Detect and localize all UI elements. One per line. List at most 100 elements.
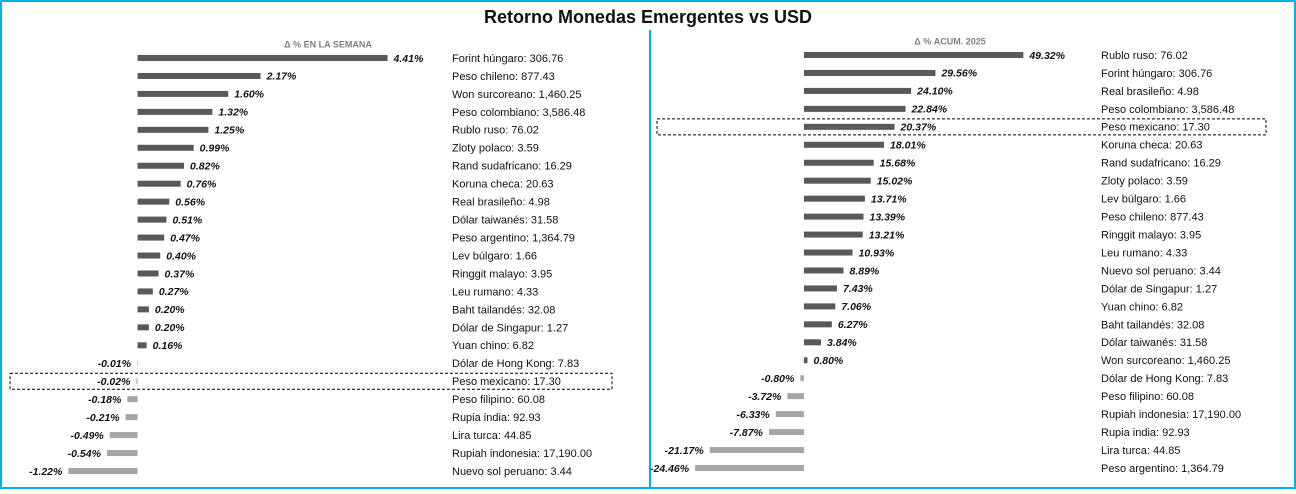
value-label: -0.21%: [86, 412, 120, 424]
category-label: Ringgit malayo: 3.95: [1101, 229, 1201, 241]
bar: [137, 216, 167, 223]
bar: [127, 396, 138, 403]
bar: [803, 249, 853, 256]
category-label: Peso filipino: 60.08: [1101, 391, 1194, 403]
bar: [137, 270, 159, 277]
value-label: 20.37%: [900, 122, 937, 134]
value-label: -0.54%: [68, 448, 102, 460]
category-label: Ringgit malayo: 3.95: [452, 268, 552, 280]
category-label: Yuan chino: 6.82: [1101, 301, 1183, 313]
category-label: Lev búlgaro: 1.66: [1101, 194, 1186, 206]
category-label: Dólar de Singapur: 1.27: [452, 322, 568, 334]
bar: [803, 52, 1024, 58]
value-label: -6.33%: [736, 409, 770, 421]
category-label: Peso argentino: 1,364.79: [452, 232, 575, 244]
category-label: Lira turca: 44.85: [1101, 445, 1181, 457]
bar: [106, 450, 138, 457]
category-label: Real brasileño: 4.98: [452, 197, 550, 209]
value-label: 6.27%: [838, 319, 868, 331]
bar: [803, 339, 822, 346]
category-label: Baht tailandés: 32.08: [452, 304, 555, 316]
value-label: 7.06%: [841, 301, 871, 313]
value-label: 1.25%: [214, 125, 244, 137]
bar: [137, 55, 388, 61]
bar: [137, 90, 229, 97]
bar: [775, 411, 804, 418]
category-label: Dólar de Singapur: 1.27: [1101, 283, 1217, 295]
value-label: -1.22%: [29, 466, 63, 478]
category-label: Peso argentino: 1,364.79: [1101, 463, 1224, 475]
bar: [137, 180, 181, 187]
bar: [109, 432, 138, 439]
category-label: Lira turca: 44.85: [452, 430, 532, 442]
category-label: Forint húngaro: 306.76: [452, 53, 563, 65]
category-label: Zloty polaco: 3.59: [452, 143, 539, 155]
category-label: Peso colombiano: 3,586.48: [452, 107, 585, 119]
value-label: 24.10%: [916, 86, 953, 98]
bar: [803, 357, 808, 364]
highlight-box: [9, 372, 613, 390]
category-label: Nuevo sol peruano: 3.44: [452, 466, 572, 478]
bar: [136, 360, 138, 367]
category-label: Yuan chino: 6.82: [452, 340, 534, 352]
value-label: 2.17%: [266, 71, 297, 83]
category-label: Lev búlgaro: 1.66: [452, 250, 537, 262]
bar: [803, 141, 885, 148]
category-label: Peso mexicano: 17.30: [1101, 122, 1210, 134]
value-label: -21.17%: [665, 445, 705, 457]
value-label: -0.49%: [70, 430, 104, 442]
bar: [803, 69, 936, 76]
value-label: 15.68%: [880, 158, 916, 170]
value-label: 22.84%: [911, 104, 948, 116]
value-label: 0.47%: [170, 232, 200, 244]
bar: [803, 177, 871, 184]
value-label: 0.56%: [175, 196, 205, 208]
value-label: -3.72%: [748, 391, 782, 403]
value-label: 0.27%: [159, 286, 189, 298]
value-label: 10.93%: [859, 247, 895, 259]
value-label: 3.84%: [827, 337, 857, 349]
category-label: Dólar taiwanés: 31.58: [452, 215, 558, 227]
category-label: Leu rumano: 4.33: [452, 286, 538, 298]
bar: [803, 195, 865, 202]
bar: [125, 414, 138, 421]
value-label: 49.32%: [1028, 50, 1065, 62]
category-label: Leu rumano: 4.33: [1101, 247, 1187, 259]
bar: [137, 306, 149, 313]
value-label: 15.02%: [877, 175, 913, 187]
bar: [800, 375, 804, 382]
subtitle: Δ % ACUM. 2025: [914, 36, 986, 46]
category-label: Real brasileño: 4.98: [1101, 86, 1199, 98]
value-label: 13.39%: [869, 211, 905, 223]
bar: [803, 159, 874, 166]
bar: [137, 324, 149, 331]
bar: [709, 447, 804, 454]
bar: [803, 87, 912, 94]
category-label: Rand sudafricano: 16.29: [1101, 158, 1221, 170]
bar: [768, 429, 804, 436]
value-label: 7.43%: [843, 283, 873, 295]
category-label: Won surcoreano: 1,460.25: [452, 89, 581, 101]
value-label: 13.21%: [869, 229, 905, 241]
value-label: -7.87%: [730, 427, 764, 439]
category-label: Zloty polaco: 3.59: [1101, 176, 1188, 188]
bar: [803, 105, 906, 112]
value-label: -0.01%: [98, 358, 132, 370]
category-label: Peso chileno: 877.43: [1101, 212, 1204, 224]
value-label: 0.76%: [187, 178, 217, 190]
chart-title: Retorno Monedas Emergentes vs USD: [484, 7, 812, 27]
category-label: Rupiah indonesia: 17,190.00: [452, 448, 592, 460]
bar: [137, 198, 170, 205]
category-label: Baht tailandés: 32.08: [1101, 319, 1204, 331]
category-label: Dólar de Hong Kong: 7.83: [452, 358, 579, 370]
value-label: 29.56%: [940, 68, 977, 80]
bar: [803, 267, 844, 274]
value-label: -0.80%: [761, 373, 795, 385]
category-label: Peso filipino: 60.08: [452, 394, 545, 406]
value-label: -24.46%: [650, 463, 690, 475]
bar: [803, 321, 832, 328]
category-label: Rupiah indonesia: 17,190.00: [1101, 409, 1241, 421]
category-label: Rupia india: 92.93: [452, 412, 541, 424]
